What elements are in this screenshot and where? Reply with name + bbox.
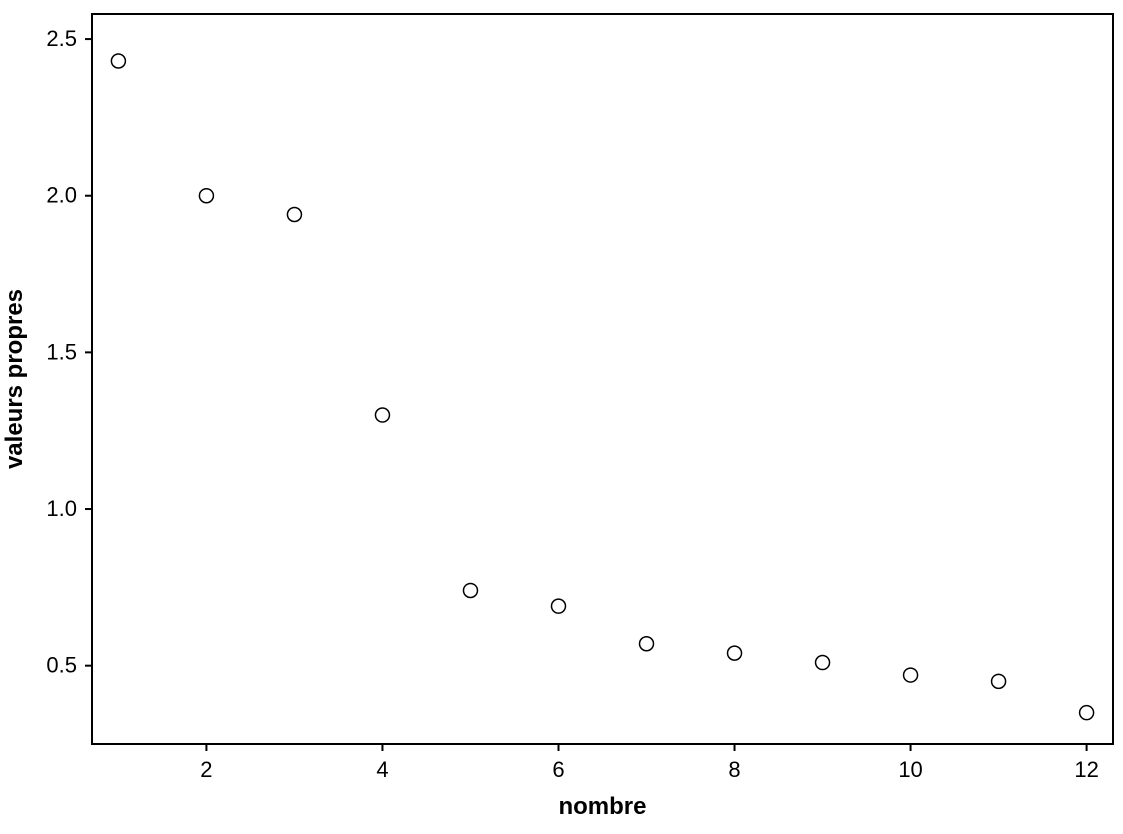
- data-point: [640, 637, 654, 651]
- x-axis-label: nombre: [558, 793, 646, 820]
- chart-svg: 2 4 6 8 10 12 0.5 1.0 1.5 2.0 2.5 nombre valeurs pro…: [0, 0, 1123, 834]
- y-tick-label: 2.5: [46, 26, 77, 51]
- y-axis-label: valeurs propres: [1, 289, 28, 469]
- x-tick-label: 4: [376, 757, 388, 782]
- scatter-chart: 2 4 6 8 10 12 0.5 1.0 1.5 2.0 2.5 nombre valeurs pro…: [0, 0, 1123, 834]
- data-point: [375, 408, 389, 422]
- data-point: [904, 668, 918, 682]
- y-tick-label: 2.0: [46, 183, 77, 208]
- data-point: [199, 189, 213, 203]
- data-point: [463, 583, 477, 597]
- y-tick-label: 0.5: [46, 653, 77, 678]
- data-point: [287, 208, 301, 222]
- data-point: [551, 599, 565, 613]
- plot-border: [92, 14, 1113, 744]
- y-tick-label: 1.5: [46, 339, 77, 364]
- x-tick-label: 8: [728, 757, 740, 782]
- x-tick-label: 6: [552, 757, 564, 782]
- data-point: [1080, 706, 1094, 720]
- x-tick-label: 2: [200, 757, 212, 782]
- data-point: [728, 646, 742, 660]
- y-tick-label: 1.0: [46, 496, 77, 521]
- x-tick-label: 12: [1074, 757, 1098, 782]
- data-point: [992, 674, 1006, 688]
- x-tick-label: 10: [898, 757, 922, 782]
- data-point: [816, 656, 830, 670]
- data-point: [111, 54, 125, 68]
